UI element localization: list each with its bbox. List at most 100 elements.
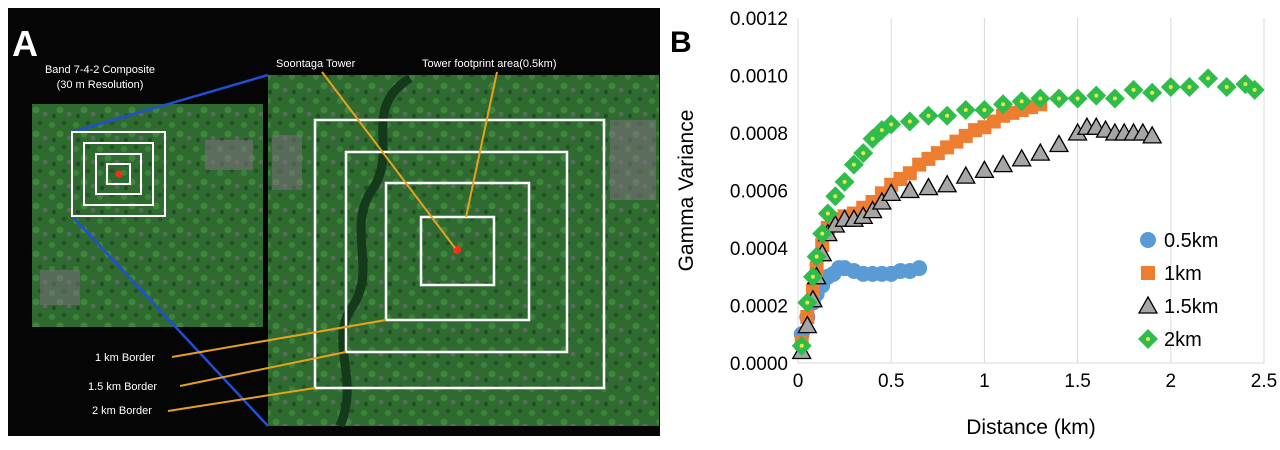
chart-legend: 0.5km 1km 1.5km 2km	[1137, 230, 1218, 351]
data-point-1.5km	[1030, 142, 1051, 161]
legend-item: 1.5km	[1137, 295, 1218, 318]
data-point-2km-center	[870, 136, 875, 141]
overview-patch	[205, 140, 253, 170]
legend-item: 0.5km	[1140, 230, 1218, 252]
data-point-2km-center	[1038, 96, 1043, 101]
data-point-2km-center	[1168, 85, 1173, 89]
data-point-1.5km	[955, 165, 976, 184]
legend-marker-1.5km	[1137, 295, 1159, 314]
panel-b-letter: B	[672, 26, 692, 59]
border-15km-label: 1.5 km Border	[88, 381, 157, 393]
border-1km-leader-line	[171, 319, 387, 358]
data-point-2km-center	[1094, 93, 1099, 98]
chart-marks	[791, 68, 1265, 360]
zoom-connector-bottom	[71, 215, 269, 427]
zoom-image	[268, 75, 659, 426]
data-point-2km-center	[1075, 96, 1080, 101]
satellite-panel: A Band 7-4-2 Composite (30 m Resolution)…	[8, 8, 660, 436]
data-point-2km-center	[1019, 99, 1024, 104]
zoom-connector-top	[71, 73, 269, 134]
zoom-square-0-5km	[419, 215, 496, 287]
overview-tower-dot	[115, 170, 123, 178]
x-tick-label: 0.5	[878, 371, 904, 392]
border-2km-leader-line	[167, 387, 316, 412]
series-2km	[791, 68, 1265, 356]
overview-square-0-5km	[106, 163, 131, 185]
data-point-2km-center	[842, 179, 847, 184]
y-axis-label: Gamma Variance	[675, 110, 698, 272]
zoom-square-1-5km	[344, 150, 569, 354]
y-tick-label: 0.0006	[730, 182, 788, 203]
data-point-2km-center	[1001, 102, 1006, 107]
overview-patch	[40, 270, 80, 305]
legend-item: 2km	[1138, 329, 1202, 351]
border-15km-leader-line	[179, 351, 347, 387]
data-point-1.5km	[1142, 125, 1163, 144]
data-point-2km-center	[1150, 90, 1155, 95]
variogram-panel: B 0 0.5 1 1.5 2 2.5 0.0000 0.0002 0.0004 0.0006 0…	[670, 0, 1280, 445]
data-point-2km-center	[1224, 85, 1229, 89]
footprint-label: Tower footprint area(0.5km)	[422, 58, 557, 70]
data-point-0.5km	[911, 260, 928, 277]
data-point-2km-center	[1252, 87, 1257, 92]
data-point-2km-center	[799, 343, 804, 348]
footprint-leader-line	[465, 71, 498, 218]
legend-marker-2km-center	[1146, 337, 1150, 341]
tower-label: Soontaga Tower	[276, 58, 356, 70]
legend-label: 1km	[1164, 263, 1202, 285]
legend-label: 0.5km	[1164, 230, 1218, 252]
tower-leader-line	[321, 71, 456, 249]
data-point-2km-center	[1187, 85, 1192, 89]
legend-label: 2km	[1164, 329, 1202, 351]
data-point-2km-center	[825, 211, 830, 216]
data-point-2km-center	[879, 128, 884, 133]
zoom-patch	[272, 135, 302, 190]
data-point-2km-center	[889, 122, 894, 127]
data-point-2km-center	[1056, 96, 1061, 101]
border-1km-label: 1 km Border	[95, 352, 155, 364]
data-point-2km-center	[907, 119, 912, 124]
data-point-2km-center	[810, 274, 815, 279]
data-point-1.5km	[918, 177, 939, 196]
y-tick-label: 0.0002	[730, 297, 788, 318]
legend-item: 1km	[1141, 263, 1202, 285]
x-axis-label: Distance (km)	[966, 416, 1096, 439]
legend-marker-1km	[1141, 266, 1155, 280]
data-point-1.5km	[899, 180, 920, 199]
variogram-chart: B 0 0.5 1 1.5 2 2.5 0.00000.00020.00040.00060…	[670, 9, 1278, 439]
chart-gridlines	[797, 18, 1265, 364]
data-point-2km-center	[861, 151, 866, 156]
data-point-2km-center	[833, 194, 838, 199]
data-point-2km-center	[926, 113, 931, 118]
data-point-2km-center	[1131, 87, 1136, 92]
data-point-2km-center	[805, 300, 810, 305]
x-axis-ticks: 0 0.5 1 1.5 2 2.5	[793, 371, 1278, 392]
satellite-map-figure: A Band 7-4-2 Composite (30 m Resolution)…	[8, 8, 660, 436]
river	[335, 74, 413, 428]
data-point-1.5km	[797, 315, 818, 334]
border-2km-label: 2 km Border	[92, 405, 152, 417]
data-point-1.5km	[1048, 134, 1070, 153]
x-tick-label: 0	[793, 371, 804, 392]
zoom-square-2km	[313, 118, 606, 390]
x-tick-label: 1	[979, 371, 990, 392]
y-tick-label: 0.0004	[730, 239, 789, 260]
resolution-label: (30 m Resolution)	[57, 79, 144, 91]
data-point-1.5km	[974, 160, 995, 179]
data-point-2km-center	[1112, 96, 1117, 101]
data-point-1.5km	[937, 174, 958, 193]
data-point-1.5km	[881, 183, 902, 202]
legend-marker-0.5km	[1140, 232, 1156, 248]
data-point-2km-center	[963, 108, 968, 112]
data-point-2km-center	[820, 231, 825, 236]
data-point-2km-center	[945, 113, 950, 118]
y-axis-ticks: 0.0000 0.0002 0.0004 0.0006 0.0008 0.0010 0.00…	[730, 9, 789, 375]
overview-square-2km	[71, 131, 166, 217]
x-tick-label: 2.5	[1251, 371, 1277, 392]
y-tick-label: 0.0008	[730, 124, 788, 145]
data-point-2km-center	[1243, 82, 1248, 87]
legend-label: 1.5km	[1164, 296, 1218, 318]
data-point-2km-center	[851, 162, 856, 167]
data-point-2km-center	[982, 108, 987, 112]
y-tick-label: 0.0010	[730, 67, 788, 88]
